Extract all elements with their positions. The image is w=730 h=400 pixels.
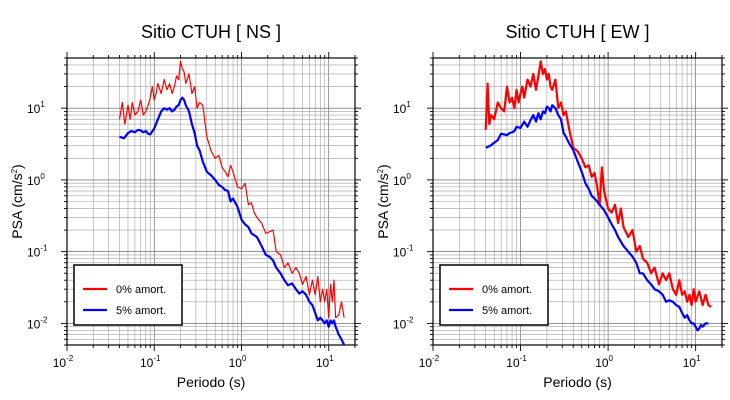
y-tick-label: 10-1 bbox=[393, 244, 414, 260]
x-tick-label: 10-1 bbox=[506, 354, 527, 370]
series-line bbox=[119, 96, 346, 346]
y-axis-label: PSA (cm/s2) bbox=[9, 164, 25, 238]
chart-panel: 10-2 10-1 100 101 10-2 10-1 100 101 Sitio CTUH [… bbox=[9, 22, 361, 390]
x-tick-label: 10-1 bbox=[140, 354, 161, 370]
chart-panel: 10-2 10-1 100 101 10-2 10-1 100 101 Sitio CTUH [… bbox=[375, 22, 728, 390]
y-axis-label: PSA (cm/s2) bbox=[375, 164, 391, 238]
y-tick-label: 101 bbox=[27, 100, 45, 116]
y-tick-label: 100 bbox=[27, 172, 45, 188]
legend-box bbox=[73, 264, 183, 326]
series-line bbox=[118, 60, 345, 319]
x-tick-label: 101 bbox=[683, 354, 701, 370]
x-axis-label: Periodo (s) bbox=[177, 374, 245, 390]
x-tick-label: 101 bbox=[316, 354, 334, 370]
legend-label: 0% amort. bbox=[482, 284, 532, 296]
x-tick-label: 10-2 bbox=[419, 354, 440, 370]
legend-box bbox=[439, 264, 549, 326]
chart-title: Sitio CTUH [ NS ] bbox=[141, 22, 281, 42]
x-tick-label: 100 bbox=[229, 354, 247, 370]
y-tick-label: 100 bbox=[393, 172, 411, 188]
y-tick-label: 10-2 bbox=[393, 315, 414, 331]
y-tick-label: 10-2 bbox=[27, 315, 48, 331]
series-line bbox=[484, 60, 712, 308]
plot-frame bbox=[66, 57, 356, 346]
x-axis-label: Periodo (s) bbox=[543, 374, 611, 390]
legend: 0% amort. 5% amort. bbox=[439, 264, 549, 326]
legend-label: 5% amort. bbox=[116, 305, 166, 317]
legend-label: 5% amort. bbox=[482, 305, 532, 317]
chart-title: Sitio CTUH [ EW ] bbox=[505, 22, 649, 42]
x-tick-label: 100 bbox=[595, 354, 613, 370]
y-tick-label: 101 bbox=[393, 100, 411, 116]
legend: 0% amort. 5% amort. bbox=[73, 264, 183, 326]
plot-frame bbox=[432, 57, 723, 346]
series-line bbox=[485, 104, 709, 332]
y-tick-label: 10-1 bbox=[27, 244, 48, 260]
legend-label: 0% amort. bbox=[116, 284, 166, 296]
x-tick-label: 10-2 bbox=[53, 354, 74, 370]
